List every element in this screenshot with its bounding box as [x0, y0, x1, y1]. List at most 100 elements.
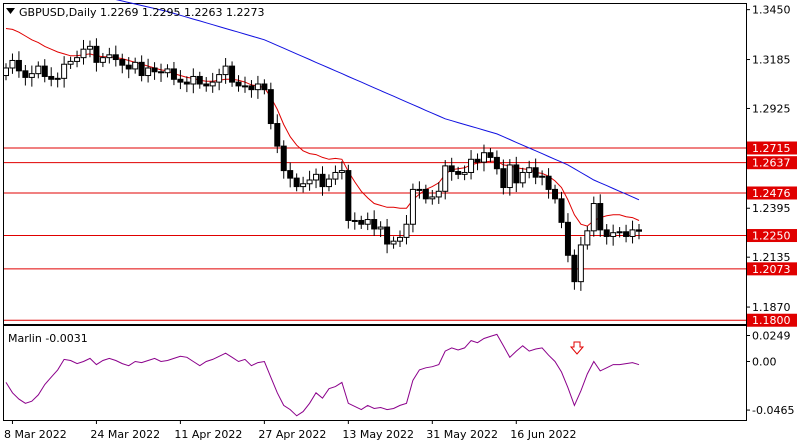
- candle-down: [345, 170, 352, 221]
- level-label: 1.2637: [752, 157, 791, 170]
- osc-tick-label: 0.00: [752, 356, 777, 369]
- candle-up: [164, 68, 171, 74]
- candle-up: [241, 85, 248, 88]
- time-tick-label: 13 May 2022: [342, 428, 414, 441]
- candle-down: [248, 85, 255, 91]
- candle-up: [35, 65, 42, 75]
- candle-up: [429, 196, 436, 200]
- candle-down: [371, 219, 378, 230]
- candle-up: [313, 173, 320, 181]
- candle-up: [145, 67, 152, 77]
- candle-down: [274, 123, 281, 147]
- price-tick-label: 1.2395: [752, 202, 791, 215]
- ma-slow-line: [115, 0, 640, 201]
- candle-up: [325, 178, 332, 188]
- candle-down: [384, 226, 391, 245]
- candle-up: [377, 226, 384, 230]
- candle-down: [532, 167, 539, 178]
- candle-up: [403, 223, 410, 238]
- symbol-label: GBPUSD,Daily: [19, 6, 97, 19]
- candle-up: [132, 61, 139, 70]
- candle-up: [99, 57, 106, 63]
- candle-up: [80, 48, 87, 59]
- candle-up: [216, 74, 223, 83]
- candle-up: [519, 171, 526, 184]
- candle-up: [209, 81, 216, 87]
- marlin-line: [5, 333, 640, 417]
- candle-up: [190, 75, 197, 85]
- candle-down: [112, 54, 119, 61]
- candle-down: [293, 177, 300, 188]
- candle-up: [526, 167, 533, 173]
- candle-down: [422, 188, 429, 200]
- candle-up: [28, 73, 35, 78]
- candle-down: [183, 81, 190, 85]
- candle-up: [390, 240, 397, 245]
- candle-down: [623, 231, 630, 237]
- price-tick-label: 1.1870: [752, 301, 791, 314]
- candle-up: [54, 77, 61, 80]
- candle-down: [235, 81, 242, 87]
- candle-down: [552, 188, 559, 200]
- candle-down: [138, 61, 145, 77]
- time-tick-label: 31 May 2022: [426, 428, 498, 441]
- level-label: 1.2073: [752, 263, 791, 276]
- price-tick-label: 1.2925: [752, 102, 791, 115]
- candle-down: [597, 203, 604, 231]
- candle-up: [306, 179, 313, 185]
- candle-up: [435, 190, 442, 198]
- time-tick-label: 24 Mar 2022: [90, 428, 160, 441]
- candle-down: [93, 45, 100, 63]
- candle-down: [287, 170, 294, 179]
- level-label-bg: [747, 262, 797, 276]
- candle-up: [332, 171, 339, 180]
- candle-down: [493, 156, 500, 170]
- candle-up: [577, 244, 584, 283]
- time-tick-label: 27 Apr 2022: [258, 428, 326, 441]
- candle-up: [409, 188, 416, 225]
- candle-down: [267, 89, 274, 125]
- candle-up: [442, 165, 449, 192]
- menu-triangle-icon[interactable]: [6, 8, 15, 14]
- candle-down: [603, 229, 610, 237]
- candle-down: [151, 67, 158, 73]
- candle-down: [500, 168, 507, 189]
- candle-down: [636, 229, 642, 232]
- price-panel-frame: [3, 3, 747, 325]
- candle-up: [9, 59, 16, 69]
- candle-up: [364, 219, 371, 225]
- price-tick-label: 1.3185: [752, 54, 791, 67]
- ohlc-label: 1.2269 1.2295 1.2263 1.2273: [100, 6, 264, 19]
- candle-down: [571, 254, 578, 283]
- candle-down: [448, 165, 455, 173]
- level-label-bg: [747, 229, 797, 243]
- candle-down: [41, 65, 48, 77]
- osc-tick-label: -0.0465: [752, 404, 794, 417]
- level-label-bg: [747, 141, 797, 155]
- level-label-bg: [747, 186, 797, 200]
- candle-down: [48, 75, 55, 80]
- candle-up: [506, 164, 513, 189]
- candle-down: [280, 145, 287, 172]
- time-tick-label: 11 Apr 2022: [174, 428, 242, 441]
- candle-up: [74, 57, 81, 62]
- candle-down: [474, 158, 481, 163]
- candle-up: [610, 232, 617, 237]
- candle-up: [106, 54, 113, 59]
- candle-up: [300, 183, 307, 188]
- candle-up: [480, 152, 487, 163]
- candle-up: [461, 171, 468, 175]
- level-label-bg: [747, 313, 797, 327]
- candle-down: [261, 83, 268, 91]
- candle-up: [590, 203, 597, 232]
- candle-up: [416, 188, 423, 191]
- candle-down: [358, 219, 365, 225]
- candle-up: [61, 63, 68, 79]
- candle-up: [351, 219, 358, 222]
- candle-down: [196, 75, 203, 85]
- candle-up: [222, 65, 229, 76]
- level-label: 1.2476: [752, 187, 791, 200]
- candle-up: [3, 67, 9, 77]
- oscillator-panel-frame: [3, 325, 747, 421]
